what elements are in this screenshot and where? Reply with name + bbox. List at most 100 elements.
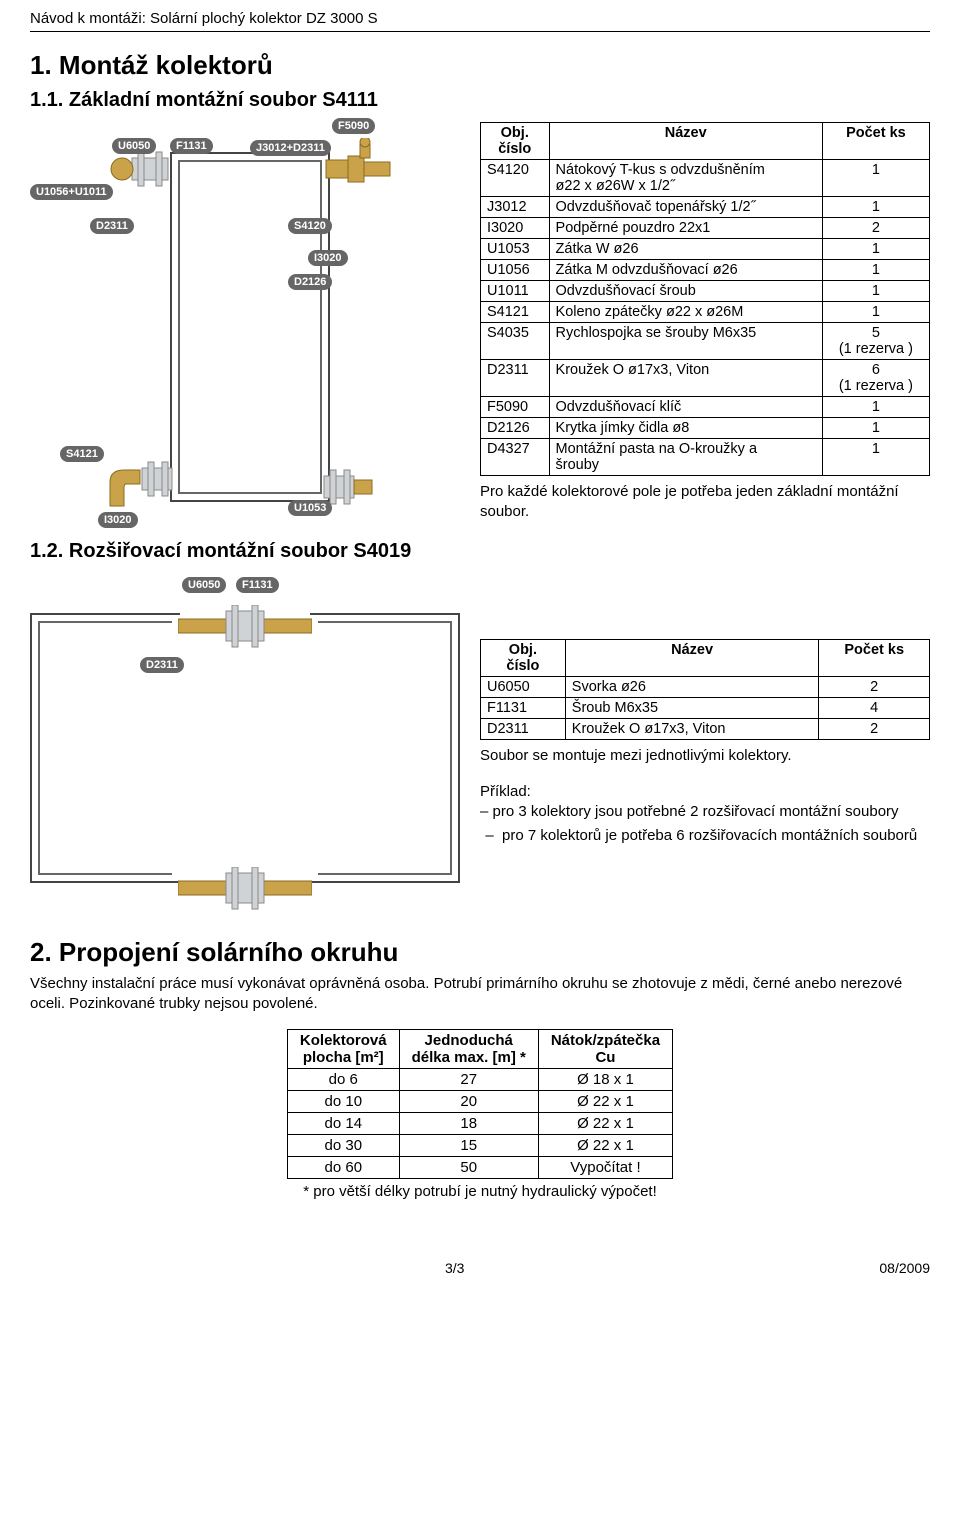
t1-h3: Počet ks (822, 123, 929, 160)
body-section-2: Všechny instalační práce musí vykonávat … (30, 974, 930, 1015)
footer-date: 08/2009 (879, 1260, 930, 1276)
cell-qty: 1 (822, 302, 929, 323)
table-row: J3012Odvzdušňovač topenářský 1/2˝1 (481, 197, 930, 218)
note-basic-kit: Pro každé kolektorové pole je potřeba je… (480, 482, 930, 521)
cell-name: Šroub M6x35 (565, 698, 819, 719)
cell-name: Koleno zpátečky ø22 x ø26M (549, 302, 822, 323)
cell-code: do 6 (287, 1068, 399, 1090)
table-row: S4120Nátokový T-kus s odvzdušněním ø22 x… (481, 160, 930, 197)
heading-1-1: 1.1. Základní montážní soubor S4111 (30, 89, 930, 112)
label-s4120: S4120 (288, 218, 332, 234)
table-row: do 1418Ø 22 x 1 (287, 1112, 672, 1134)
cell-code: U1011 (481, 281, 550, 302)
cell-name: Kroužek O ø17x3, Viton (549, 360, 822, 397)
table-basic-kit: Obj. číslo Název Počet ks S4120Nátokový … (480, 122, 930, 476)
cell-qty: Ø 18 x 1 (538, 1068, 672, 1090)
table-row: U6050Svorka ø262 (481, 677, 930, 698)
cell-name: Odvzdušňovací šroub (549, 281, 822, 302)
label-u1053: U1053 (288, 500, 332, 516)
table-row: F1131Šroub M6x354 (481, 698, 930, 719)
cell-code: D4327 (481, 439, 550, 476)
table-row: do 627Ø 18 x 1 (287, 1068, 672, 1090)
cell-code: D2311 (481, 360, 550, 397)
label-j3012-d2311: J3012+D2311 (250, 140, 331, 156)
footer: 3/3 08/2009 (30, 1260, 930, 1276)
connector-bottom-icon (178, 867, 312, 911)
cell-code: F5090 (481, 397, 550, 418)
table-row: F5090Odvzdušňovací klíč1 (481, 397, 930, 418)
heading-1-2: 1.2. Rozšiřovací montážní soubor S4019 (30, 540, 460, 563)
cell-name: Kroužek O ø17x3, Viton (565, 719, 819, 740)
label2-u6050: U6050 (182, 577, 226, 593)
diagram-basic-kit: F5090 U6050 F1131 J3012+D2311 U1056+U101… (30, 122, 460, 522)
label-f1131: F1131 (170, 138, 213, 154)
cell-code: do 10 (287, 1090, 399, 1112)
cell-name: Svorka ø26 (565, 677, 819, 698)
cell-code: U1056 (481, 260, 550, 281)
label-u1056-u1011: U1056+U1011 (30, 184, 113, 200)
table-row: U1056Zátka M odvzdušňovací ø261 (481, 260, 930, 281)
table-row: D2311Kroužek O ø17x3, Viton2 (481, 719, 930, 740)
t2-h2: Název (565, 640, 819, 677)
table-row: U1011Odvzdušňovací šroub1 (481, 281, 930, 302)
t2-h1: Obj. číslo (481, 640, 566, 677)
t1-h2: Název (549, 123, 822, 160)
cell-code: S4035 (481, 323, 550, 360)
label-f5090: F5090 (332, 118, 375, 134)
table-row: S4035Rychlospojka se šrouby M6x355 (1 re… (481, 323, 930, 360)
cell-code: U1053 (481, 239, 550, 260)
cell-code: do 30 (287, 1134, 399, 1156)
cell-qty: 6 (1 rezerva ) (822, 360, 929, 397)
t3-h3: Nátok/zpátečka Cu (538, 1029, 672, 1068)
label-d2126: D2126 (288, 274, 332, 290)
table-row: do 1020Ø 22 x 1 (287, 1090, 672, 1112)
table-pipe-sizing: Kolektorová plocha [m²] Jednoduchá délka… (287, 1029, 673, 1179)
cell-name: 27 (399, 1068, 538, 1090)
cell-qty: Ø 22 x 1 (538, 1112, 672, 1134)
t3-h2: Jednoduchá délka max. [m] * (399, 1029, 538, 1068)
cell-qty: 2 (822, 218, 929, 239)
cell-code: I3020 (481, 218, 550, 239)
cell-qty: 1 (822, 160, 929, 197)
heading-1: 1. Montáž kolektorů (30, 50, 930, 81)
cell-code: J3012 (481, 197, 550, 218)
table-row: D2311Kroužek O ø17x3, Viton6 (1 rezerva … (481, 360, 930, 397)
plug-bottom-right-icon (322, 468, 382, 508)
cell-code: S4120 (481, 160, 550, 197)
label-i3020-top: I3020 (308, 250, 348, 266)
label-s4121: S4121 (60, 446, 104, 462)
cell-code: do 14 (287, 1112, 399, 1134)
table-row: do 6050Vypočítat ! (287, 1156, 672, 1178)
table-row: U1053Zátka W ø261 (481, 239, 930, 260)
cell-qty: 4 (819, 698, 930, 719)
cell-name: Zátka W ø26 (549, 239, 822, 260)
cell-code: S4121 (481, 302, 550, 323)
cell-qty: 1 (822, 418, 929, 439)
cell-qty: Ø 22 x 1 (538, 1090, 672, 1112)
table-row: do 3015Ø 22 x 1 (287, 1134, 672, 1156)
example-title: Příklad: (480, 782, 930, 802)
cell-name: 20 (399, 1090, 538, 1112)
table-extension-kit: Obj. číslo Název Počet ks U6050Svorka ø2… (480, 639, 930, 740)
table-row: D4327Montážní pasta na O-kroužky a šroub… (481, 439, 930, 476)
table-row: D2126Krytka jímky čidla ø81 (481, 418, 930, 439)
cell-qty: Vypočítat ! (538, 1156, 672, 1178)
connector-top-icon (178, 605, 312, 649)
pipe-footnote: * pro větší délky potrubí je nutný hydra… (30, 1183, 930, 1200)
table-row: I3020Podpěrné pouzdro 22x12 (481, 218, 930, 239)
cell-code: U6050 (481, 677, 566, 698)
cell-qty: 1 (822, 397, 929, 418)
heading-2: 2. Propojení solárního okruhu (30, 937, 930, 968)
cell-code: D2311 (481, 719, 566, 740)
diagram-extension-kit: U6050 F1131 D2311 (30, 573, 460, 893)
cell-code: do 60 (287, 1156, 399, 1178)
cell-name: Nátokový T-kus s odvzdušněním ø22 x ø26W… (549, 160, 822, 197)
cell-qty: Ø 22 x 1 (538, 1134, 672, 1156)
t2-h3: Počet ks (819, 640, 930, 677)
t3-h1: Kolektorová plocha [m²] (287, 1029, 399, 1068)
cell-name: 50 (399, 1156, 538, 1178)
cell-name: Odvzdušňovač topenářský 1/2˝ (549, 197, 822, 218)
table-row: S4121Koleno zpátečky ø22 x ø26M1 (481, 302, 930, 323)
cell-qty: 1 (822, 281, 929, 302)
doc-header: Návod k montáži: Solární plochý kolektor… (30, 10, 930, 32)
